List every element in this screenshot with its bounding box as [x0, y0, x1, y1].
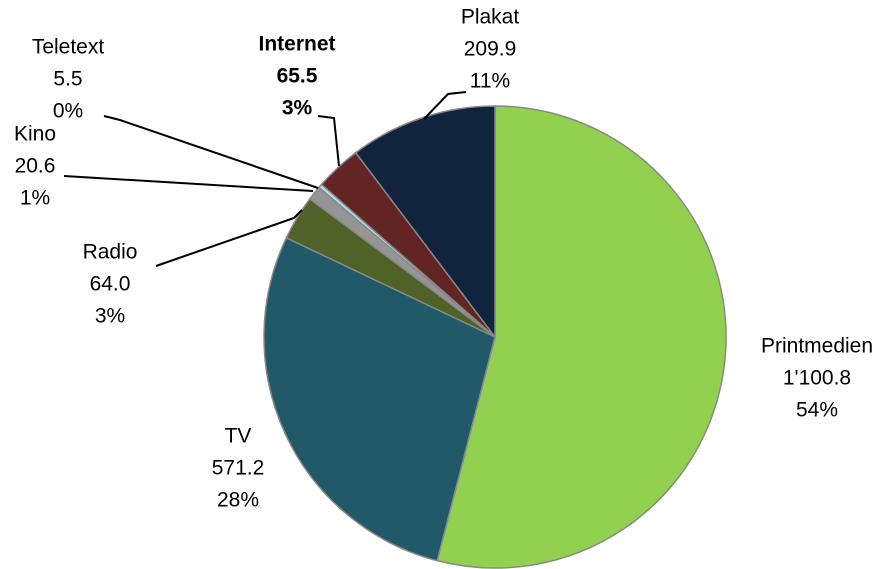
- label-value: 1'100.8: [783, 367, 851, 390]
- label-category: Internet: [258, 33, 335, 56]
- label-category: Teletext: [32, 36, 105, 59]
- leader-line: [423, 91, 467, 120]
- label-percent: 1%: [20, 187, 50, 210]
- leader-line: [103, 115, 319, 189]
- label-percent: 54%: [796, 399, 838, 422]
- label-value: 64.0: [90, 273, 131, 296]
- label-value: 209.9: [464, 38, 517, 61]
- leader-lines: [63, 91, 467, 267]
- pie-slice: [436, 105, 727, 569]
- label-percent: 28%: [217, 489, 259, 512]
- leader-line: [155, 209, 303, 267]
- labels: Printmedien 1'100.8 54% TV 571.2 28% Radio 64.0…: [14, 6, 873, 512]
- label-value: 20.6: [15, 155, 56, 178]
- label-category: Printmedien: [761, 335, 873, 358]
- pie: [263, 105, 727, 569]
- label-percent: 3%: [95, 305, 125, 328]
- leader-line: [63, 175, 314, 192]
- pie-slice: [354, 105, 496, 340]
- label-value: 571.2: [212, 457, 265, 480]
- label-percent: 0%: [53, 100, 83, 123]
- label-value: 5.5: [53, 68, 82, 91]
- label-percent: 11%: [470, 70, 510, 93]
- label-category: Plakat: [461, 6, 520, 29]
- pie-slice: [263, 236, 496, 562]
- label-category: Radio: [83, 241, 138, 264]
- leader-line: [317, 115, 340, 167]
- label-category: Kino: [14, 123, 56, 146]
- label-category: TV: [225, 425, 252, 448]
- label-value: 65.5: [277, 65, 318, 88]
- label-percent: 3%: [282, 97, 313, 120]
